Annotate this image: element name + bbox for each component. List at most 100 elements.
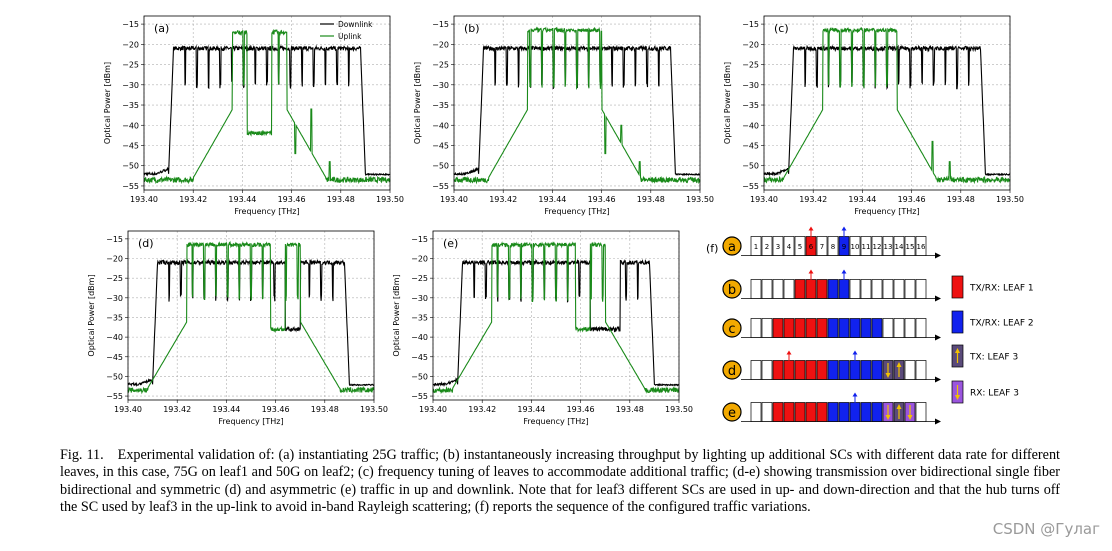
legend-label-downlink: Downlink xyxy=(338,20,373,29)
series-line-downlink xyxy=(143,44,391,177)
plot-frame xyxy=(763,15,1011,191)
x-tick-label: 193.46 xyxy=(278,195,306,204)
x-tick-label: 193.40 xyxy=(419,405,447,414)
figure-caption: Fig. 11. Experimental validation of: (a) … xyxy=(60,447,1060,517)
x-tick-label: 193.44 xyxy=(212,405,240,414)
sc-slot xyxy=(860,318,872,338)
sc-slot xyxy=(794,318,806,338)
sc-slot-number: 4 xyxy=(787,243,792,251)
sc-slot xyxy=(750,318,762,338)
series-line-uplink xyxy=(453,26,701,185)
x-tick-label: 193.48 xyxy=(947,195,975,204)
sc-slot xyxy=(827,360,839,380)
x-tick-label: 193.40 xyxy=(440,195,468,204)
sc-slot xyxy=(761,402,773,422)
sc-slot-number: 10 xyxy=(851,243,860,251)
sc-slot xyxy=(849,402,861,422)
sc-slot xyxy=(904,236,916,256)
sc-slot xyxy=(772,402,784,422)
sc-slot xyxy=(805,360,817,380)
y-tick-label: −40 xyxy=(122,121,139,130)
x-axis-label: Frequency [THz] xyxy=(218,417,283,426)
plot-frame xyxy=(143,15,391,191)
x-tick-label: 193.44 xyxy=(228,195,256,204)
x-axis-label: Frequency [THz] xyxy=(234,207,299,216)
sc-slot xyxy=(849,360,861,380)
sc-slot-number: 2 xyxy=(765,243,769,251)
sc-slot xyxy=(904,279,916,299)
y-axis-label: Optical Power [dBm] xyxy=(392,274,401,356)
y-tick-label: −50 xyxy=(106,372,123,381)
row-marker-e xyxy=(722,402,742,422)
row-axis-arrowhead xyxy=(935,418,941,425)
leaf3-tx-arrowhead xyxy=(896,362,902,367)
sc-slot xyxy=(882,279,894,299)
y-tick-label: −30 xyxy=(742,81,759,90)
series-line-uplink xyxy=(432,241,680,395)
x-tick-label: 193.42 xyxy=(489,195,517,204)
sc-slot xyxy=(871,402,883,422)
chart-panel-b: 193.40 193.42 193.44 193.46 193.48 193.50 −15 −… xyxy=(413,15,714,216)
y-tick-label: −30 xyxy=(411,294,428,303)
x-tick-label: 193.44 xyxy=(848,195,876,204)
sc-slot-number: 5 xyxy=(798,243,802,251)
y-axis-label: Optical Power [dBm] xyxy=(103,62,112,144)
legend-tx-arrowhead xyxy=(955,348,960,353)
legend-label: TX/RX: LEAF 2 xyxy=(969,319,1034,329)
sc-slot xyxy=(750,360,762,380)
y-tick-label: −50 xyxy=(122,162,139,171)
sc-slot xyxy=(750,236,762,256)
sc-slot xyxy=(750,402,762,422)
y-tick-label: −50 xyxy=(742,162,759,171)
sc-slot xyxy=(761,360,773,380)
sc-slot xyxy=(915,279,927,299)
sc-slot xyxy=(783,402,795,422)
x-tick-label: 193.42 xyxy=(468,405,496,414)
x-tick-label: 193.50 xyxy=(665,405,693,414)
sc-slot xyxy=(838,318,850,338)
sc-slot-number: 15 xyxy=(906,243,915,251)
sc-slot xyxy=(838,402,850,422)
sc-slot xyxy=(816,236,828,256)
sc-slot-number: 7 xyxy=(820,243,824,251)
y-tick-label: −15 xyxy=(432,20,449,29)
y-tick-label: −30 xyxy=(106,294,123,303)
legend-rx-arrowhead xyxy=(955,395,960,400)
x-tick-label: 193.42 xyxy=(163,405,191,414)
y-tick-label: −25 xyxy=(742,61,759,70)
x-tick-label: 193.46 xyxy=(567,405,595,414)
legend-swatch-b xyxy=(951,310,964,334)
legend-label: RX: LEAF 3 xyxy=(970,389,1019,399)
x-tick-label: 193.48 xyxy=(637,195,665,204)
sc-slot xyxy=(860,279,872,299)
y-tick-label: −15 xyxy=(742,20,759,29)
panel-label: (b) xyxy=(464,22,480,35)
sc-slot xyxy=(860,236,872,256)
row-axis-arrowhead xyxy=(935,295,941,302)
sc-slot xyxy=(816,402,828,422)
sc-slot xyxy=(761,236,773,256)
sc-slot xyxy=(871,279,883,299)
sc-slot xyxy=(849,279,861,299)
sc-slot-number: 6 xyxy=(809,243,814,251)
y-tick-label: −25 xyxy=(411,274,428,283)
sc-slot xyxy=(838,279,850,299)
y-axis-label: Optical Power [dBm] xyxy=(723,62,732,144)
x-tick-label: 193.48 xyxy=(311,405,339,414)
y-tick-label: −35 xyxy=(432,101,449,110)
x-tick-label: 193.48 xyxy=(616,405,644,414)
y-tick-label: −55 xyxy=(742,182,759,191)
sc-slot xyxy=(827,236,839,256)
sc-slot xyxy=(794,360,806,380)
row-marker-c xyxy=(722,318,742,338)
sc-slot xyxy=(816,360,828,380)
y-tick-label: −20 xyxy=(106,255,123,264)
x-axis-label: Frequency [THz] xyxy=(854,207,919,216)
x-tick-label: 193.50 xyxy=(376,195,404,204)
sc-slot xyxy=(805,279,817,299)
y-tick-label: −45 xyxy=(432,141,449,150)
x-tick-label: 193.50 xyxy=(996,195,1024,204)
series-line-uplink xyxy=(127,240,375,395)
y-tick-label: −40 xyxy=(742,121,759,130)
x-tick-label: 193.42 xyxy=(799,195,827,204)
